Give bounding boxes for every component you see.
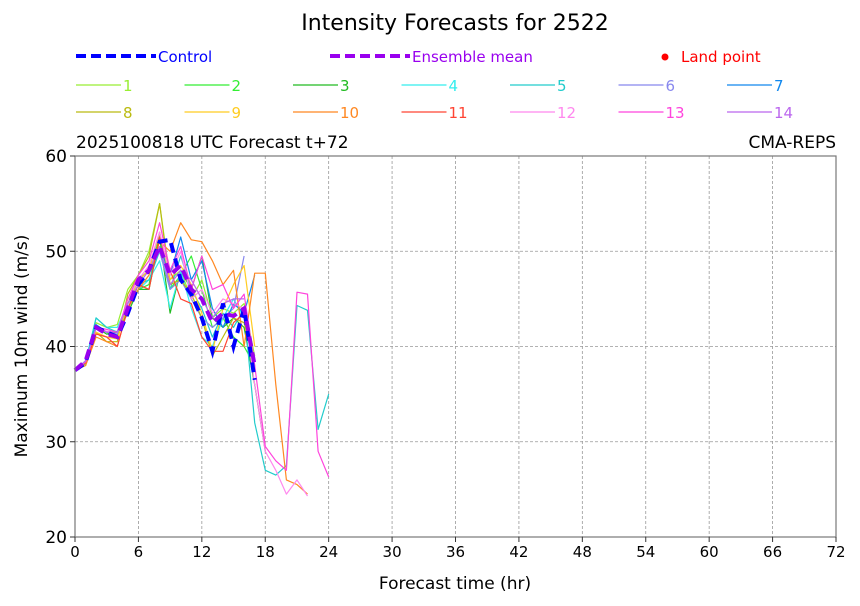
series-layer	[73, 203, 330, 497]
x-tick-label: 60	[700, 543, 719, 561]
axes: 0 6 12 18 24 30 36 42 48 54 60 66 72 20 30 40 50 60	[45, 147, 845, 561]
x-tick-label: 30	[383, 543, 402, 561]
subtitle-right: CMA-REPS	[748, 133, 836, 153]
legend-member-8-label: 8	[123, 104, 133, 122]
x-tick-label: 18	[256, 543, 275, 561]
legend-control-label: Control	[158, 48, 212, 66]
x-tick-label: 54	[636, 543, 655, 561]
legend-member-1-label: 1	[123, 77, 133, 95]
x-tick-label: 42	[509, 543, 528, 561]
x-axis-label: Forecast time (hr)	[379, 574, 531, 594]
y-tick-label: 40	[45, 338, 67, 358]
member-11-line	[74, 236, 245, 371]
legend-member-9-label: 9	[232, 104, 242, 122]
legend-member-4-label: 4	[449, 77, 459, 95]
legend-member-11-label: 11	[449, 104, 468, 122]
y-tick-label: 20	[45, 528, 67, 548]
legend-member-3-label: 3	[340, 77, 350, 95]
legend-member-5-label: 5	[557, 77, 567, 95]
subtitle-left: 2025100818 UTC Forecast t+72	[76, 133, 349, 153]
x-tick-label: 6	[134, 543, 144, 561]
legend-member-6-label: 6	[666, 77, 676, 95]
legend-member-14-label: 14	[774, 104, 793, 122]
x-tick-label: 24	[319, 543, 338, 561]
control-line	[73, 237, 257, 381]
x-tick-label: 0	[70, 543, 80, 561]
y-axis-label: Maximum 10m wind (m/s)	[12, 235, 32, 458]
member-10-line	[74, 222, 308, 495]
y-tick-label: 50	[45, 242, 67, 262]
grid	[75, 156, 836, 537]
y-tick-label: 30	[45, 433, 67, 453]
legend-member-7-label: 7	[774, 77, 784, 95]
legend-land-point-label: Land point	[681, 48, 761, 66]
legend-member-12-label: 12	[557, 104, 576, 122]
x-tick-label: 12	[192, 543, 211, 561]
legend-member-13-label: 13	[666, 104, 685, 122]
x-tick-label: 48	[573, 543, 592, 561]
legend-member-10-label: 10	[340, 104, 359, 122]
chart-title: Intensity Forecasts for 2522	[301, 11, 609, 36]
legend-mean-label: Ensemble mean	[412, 48, 533, 66]
x-tick-label: 36	[446, 543, 465, 561]
legend-member-2-label: 2	[232, 77, 242, 95]
legend-land-point-marker	[661, 53, 669, 61]
y-tick-label: 60	[45, 147, 67, 167]
member-6-line	[74, 250, 245, 371]
x-tick-label: 72	[826, 543, 845, 561]
x-tick-label: 66	[763, 543, 782, 561]
